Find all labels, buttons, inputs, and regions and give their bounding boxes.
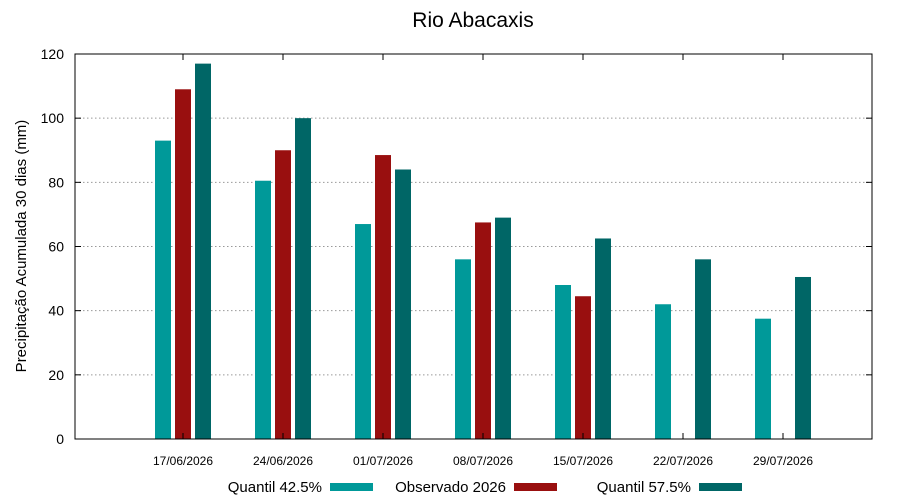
y-tick-label: 100 — [41, 110, 65, 126]
legend-swatch — [330, 483, 373, 491]
bar — [375, 155, 391, 439]
x-tick-label: 29/07/2026 — [753, 454, 813, 468]
legend-label: Observado 2026 — [395, 479, 506, 496]
bar — [255, 180, 271, 439]
legend: Quantil 42.5% Observado 2026 Quantil 57.5% — [228, 479, 742, 496]
y-axis-label: Precipitação Acumulada 30 dias (mm) — [13, 120, 30, 373]
bar — [155, 140, 171, 439]
bar — [575, 296, 591, 439]
y-axis-ticks: 0 20 40 60 80 100 120 — [41, 46, 872, 447]
bar — [455, 259, 471, 439]
bar — [275, 150, 291, 439]
y-tick-label: 60 — [48, 239, 64, 255]
y-tick-label: 120 — [41, 46, 65, 62]
x-tick-label: 22/07/2026 — [653, 454, 713, 468]
legend-swatch — [514, 483, 557, 491]
y-tick-label: 20 — [48, 367, 64, 383]
bar — [195, 63, 211, 439]
x-tick-label: 01/07/2026 — [353, 454, 413, 468]
x-tick-label: 17/06/2026 — [153, 454, 213, 468]
y-tick-label: 80 — [48, 174, 64, 190]
bar — [355, 224, 371, 439]
bar — [595, 238, 611, 439]
bar — [475, 222, 491, 439]
bar — [755, 318, 771, 439]
y-tick-label: 40 — [48, 303, 64, 319]
bars — [155, 63, 811, 440]
bar — [695, 259, 711, 439]
x-axis-ticks: 17/06/2026 24/06/2026 01/07/2026 08/07/2026… — [153, 54, 813, 468]
legend-swatch — [699, 483, 742, 491]
bar — [795, 276, 811, 439]
x-tick-label: 08/07/2026 — [453, 454, 513, 468]
bar — [495, 217, 511, 439]
x-tick-label: 24/06/2026 — [253, 454, 313, 468]
y-tick-label: 0 — [56, 431, 64, 447]
bar — [655, 304, 671, 439]
grid-lines — [75, 117, 872, 376]
bar — [295, 118, 311, 440]
x-tick-label: 15/07/2026 — [553, 454, 613, 468]
legend-label: Quantil 57.5% — [597, 479, 691, 496]
bar — [395, 169, 411, 439]
bar — [175, 89, 191, 440]
legend-label: Quantil 42.5% — [228, 479, 322, 496]
chart-title: Rio Abacaxis — [412, 9, 533, 32]
bar — [555, 285, 571, 439]
